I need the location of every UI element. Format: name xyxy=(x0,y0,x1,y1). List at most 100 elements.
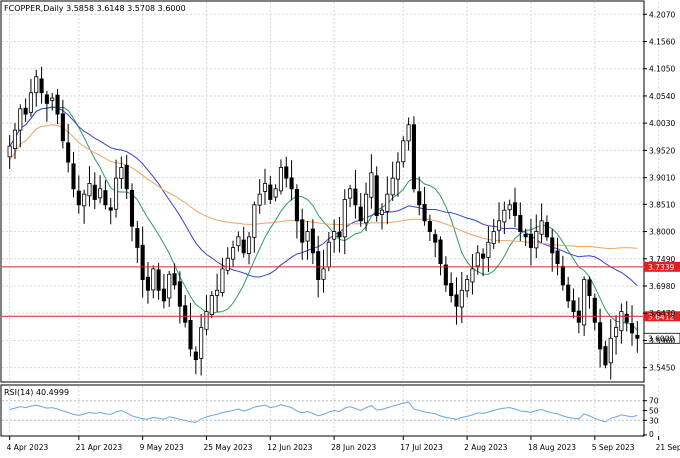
x-tick-label: 4 Apr 2023 xyxy=(7,443,49,452)
candle-body xyxy=(321,268,326,280)
candle-body xyxy=(603,346,608,366)
candle-body xyxy=(66,142,71,163)
candle-body xyxy=(528,233,534,248)
x-tick-label: 5 Sep 2023 xyxy=(592,443,635,452)
candle-body xyxy=(236,236,241,247)
candle-body xyxy=(12,129,18,149)
candle-body xyxy=(507,204,512,211)
candle-body xyxy=(475,252,480,267)
candle-body xyxy=(390,177,395,196)
candle-body xyxy=(156,269,161,291)
candle-body xyxy=(98,188,103,199)
candle-body xyxy=(369,172,374,198)
candle-body xyxy=(481,253,486,259)
candle-body xyxy=(433,234,438,243)
candle-body xyxy=(252,204,257,238)
y-tick-label: 3.8510 xyxy=(649,200,675,209)
candle-body xyxy=(459,289,464,308)
candle-body xyxy=(71,163,76,190)
candle-body xyxy=(629,323,635,334)
candle-body xyxy=(108,207,113,211)
candle-body xyxy=(374,175,379,216)
candle-body xyxy=(342,199,347,238)
candle-body xyxy=(18,108,23,131)
candle-body xyxy=(225,257,230,271)
candle-body xyxy=(395,161,401,180)
rsi-tick-label: 70 xyxy=(649,397,659,406)
candle-body xyxy=(204,311,209,330)
candle-body xyxy=(113,177,119,210)
x-tick-label: 9 May 2023 xyxy=(140,443,184,452)
candle-body xyxy=(231,247,236,260)
main-panel-frame xyxy=(0,0,645,383)
candle-body xyxy=(486,241,491,258)
candle-body xyxy=(23,107,28,115)
rsi-tick-label: 50 xyxy=(649,407,659,416)
candle-body xyxy=(438,239,443,264)
horizontal-lines: 3.7339 3.6412 3.6000 xyxy=(2,261,680,344)
candle-body xyxy=(177,281,182,307)
candle-body xyxy=(496,220,502,231)
candle-body xyxy=(246,236,252,254)
candle-body xyxy=(624,314,629,323)
candle-body xyxy=(294,188,299,222)
x-tick-label: 25 May 2023 xyxy=(203,443,252,452)
candle-body xyxy=(310,228,315,254)
candle-body xyxy=(427,221,432,232)
x-tick-label: 17 Jul 2023 xyxy=(400,443,443,452)
rsi-tick-label: 30 xyxy=(649,416,659,425)
candle-body xyxy=(135,228,140,248)
candle-body xyxy=(555,250,560,264)
candle-body xyxy=(385,193,390,212)
candle-body xyxy=(587,279,592,296)
candles xyxy=(7,66,640,380)
candle-body xyxy=(140,244,145,280)
y-tick-label: 4.1050 xyxy=(649,65,675,74)
candle-body xyxy=(300,219,305,243)
candle-body xyxy=(608,337,613,364)
candle-body xyxy=(215,289,220,296)
candle-body xyxy=(379,209,385,215)
candle-body xyxy=(449,283,454,296)
y-tick-label: 4.0030 xyxy=(649,119,675,128)
candle-body xyxy=(560,266,565,286)
y-tick-label: 4.1560 xyxy=(649,38,675,47)
candle-body xyxy=(199,327,204,359)
candle-body xyxy=(491,231,496,245)
candle-body xyxy=(82,193,87,207)
price-level-label: 3.6412 xyxy=(648,312,674,321)
price-level-label: 3.7339 xyxy=(648,263,674,272)
x-tick-label: 28 Jun 2023 xyxy=(331,443,376,452)
price-level-tag xyxy=(644,311,680,322)
candle-body xyxy=(183,305,188,323)
candle-body xyxy=(39,78,44,94)
candle-body xyxy=(465,279,470,292)
candle-body xyxy=(7,145,12,158)
time-axis: 4 Apr 2023 21 Apr 2023 9 May 2023 25 May 20… xyxy=(7,436,680,452)
candle-body xyxy=(188,320,193,350)
current-price-tag xyxy=(643,332,680,344)
candle-body xyxy=(358,206,363,222)
candle-body xyxy=(614,327,619,338)
candle-body xyxy=(571,300,576,313)
candle-body xyxy=(326,241,331,268)
y-tick-label: 4.2070 xyxy=(649,10,675,19)
candle-body xyxy=(50,97,55,101)
candle-body xyxy=(278,167,283,192)
candle-body xyxy=(550,237,555,254)
y-tick-label: 3.9010 xyxy=(649,174,675,183)
candle-body xyxy=(454,294,459,307)
candle-body xyxy=(305,231,310,242)
y-tick-label: 3.5960 xyxy=(649,336,675,345)
candle-body xyxy=(145,276,151,291)
candle-body xyxy=(92,184,97,200)
candle-body xyxy=(417,191,422,206)
candle-body xyxy=(55,94,60,115)
y-tick-label: 3.6980 xyxy=(649,282,675,291)
candle-body xyxy=(129,189,135,227)
y-tick-label: 3.5450 xyxy=(649,364,675,373)
y-tick-label: 3.8000 xyxy=(649,228,675,237)
price-level-tag xyxy=(644,261,680,272)
